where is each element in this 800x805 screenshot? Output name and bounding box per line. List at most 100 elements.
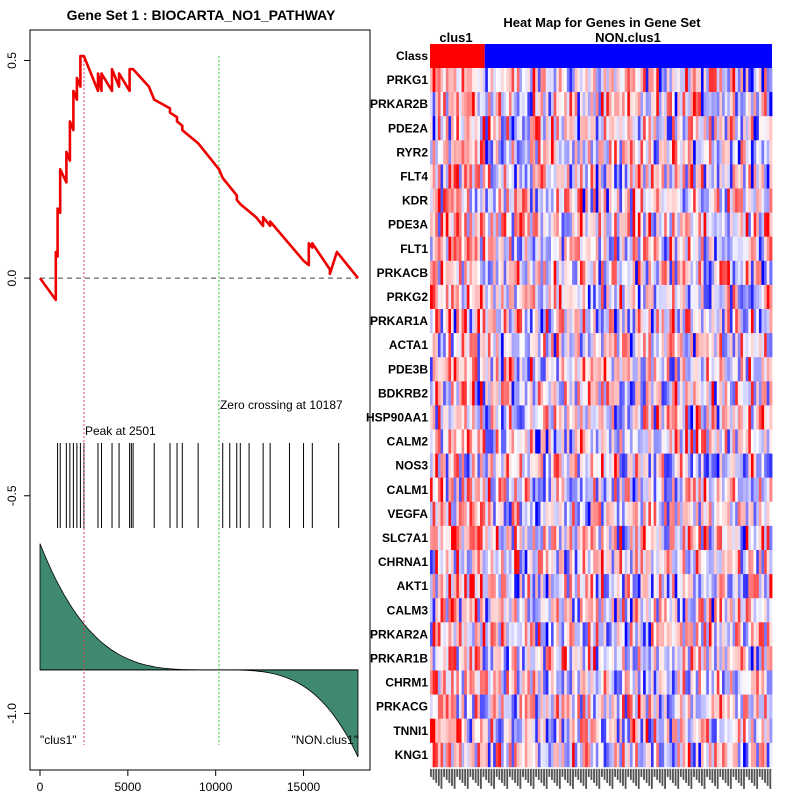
sample-label-mark bbox=[727, 768, 730, 786]
heatmap-cell bbox=[566, 212, 570, 237]
heatmap-cell bbox=[590, 68, 594, 93]
heatmap-cell bbox=[727, 501, 731, 527]
heatmap-cell bbox=[658, 453, 662, 478]
heatmap-cell bbox=[453, 453, 457, 478]
heatmap-cell bbox=[548, 670, 552, 695]
heatmap-cell bbox=[648, 140, 652, 165]
heatmap-cell bbox=[582, 164, 586, 189]
heatmap-cell bbox=[508, 140, 512, 165]
heatmap-cell bbox=[461, 622, 465, 647]
heatmap-cell bbox=[669, 236, 673, 262]
heatmap-cell bbox=[624, 68, 628, 93]
heatmap-cell bbox=[574, 212, 578, 237]
heatmap-cell bbox=[548, 405, 552, 430]
heatmap-cell bbox=[540, 333, 544, 358]
heatmap-cell bbox=[593, 622, 597, 647]
heatmap-cell bbox=[464, 598, 468, 623]
heatmap-cell bbox=[679, 501, 683, 527]
heatmap-cell bbox=[740, 116, 744, 141]
heatmap-cell bbox=[595, 92, 599, 117]
heatmap-cell bbox=[700, 333, 704, 358]
heatmap-cell bbox=[735, 670, 739, 695]
heatmap-cell bbox=[587, 164, 591, 189]
heatmap-cell bbox=[764, 357, 768, 382]
heatmap-cell bbox=[558, 742, 562, 768]
heatmap-cell bbox=[469, 429, 473, 454]
heatmap-cell bbox=[735, 260, 739, 286]
heatmap-cell bbox=[582, 333, 586, 358]
heatmap-cell bbox=[695, 188, 699, 213]
heatmap-cell bbox=[714, 550, 718, 575]
heatmap-cell bbox=[527, 550, 531, 575]
heatmap-cell bbox=[750, 550, 754, 575]
heatmap-cell bbox=[458, 477, 462, 503]
heatmap-cell bbox=[501, 501, 505, 527]
heatmap-cell bbox=[761, 574, 765, 599]
heatmap-cell bbox=[674, 381, 678, 406]
heatmap-cell bbox=[498, 429, 502, 454]
heatmap-cell bbox=[529, 453, 533, 478]
heatmap-cell bbox=[622, 357, 626, 382]
heatmap-cell bbox=[748, 694, 752, 719]
heatmap-cell bbox=[487, 309, 491, 334]
heatmap-cell bbox=[761, 357, 765, 382]
heatmap-cell bbox=[479, 116, 484, 141]
heatmap-cell bbox=[674, 260, 678, 286]
heatmap-cell bbox=[456, 501, 460, 527]
heatmap-cell bbox=[522, 694, 526, 719]
heatmap-cell bbox=[543, 694, 547, 719]
heatmap-cell bbox=[453, 116, 457, 141]
heatmap-cell bbox=[635, 670, 639, 695]
heatmap-cell bbox=[661, 718, 665, 744]
heatmap-cell bbox=[645, 453, 649, 478]
heatmap-cell bbox=[572, 501, 576, 527]
heatmap-cell bbox=[537, 333, 541, 358]
heatmap-cell bbox=[753, 92, 757, 117]
heatmap-cell bbox=[629, 212, 633, 237]
heatmap-cells bbox=[430, 68, 773, 768]
sample-label-mark bbox=[653, 768, 656, 777]
heatmap-cell bbox=[703, 381, 707, 406]
heatmap-cell bbox=[750, 429, 754, 454]
heatmap-cell bbox=[706, 68, 710, 93]
heatmap-cell bbox=[590, 453, 594, 478]
heatmap-cell bbox=[508, 574, 512, 599]
heatmap-cell bbox=[551, 550, 555, 575]
heatmap-cell bbox=[464, 429, 468, 454]
heatmap-cell bbox=[640, 116, 644, 141]
heatmap-cell bbox=[756, 525, 760, 551]
heatmap-row bbox=[430, 212, 773, 237]
heatmap-cell bbox=[693, 429, 697, 454]
heatmap-cell bbox=[585, 309, 589, 334]
sample-label-mark bbox=[748, 768, 751, 780]
heatmap-cell bbox=[716, 550, 720, 575]
heatmap-cell bbox=[627, 236, 631, 262]
heatmap-cell bbox=[472, 116, 476, 141]
heatmap-cell bbox=[669, 694, 673, 719]
heatmap-cell bbox=[564, 357, 568, 382]
heatmap-cell bbox=[498, 92, 502, 117]
heatmap-cell bbox=[666, 622, 670, 647]
heatmap-cell bbox=[493, 453, 497, 478]
heatmap-cell bbox=[561, 236, 565, 262]
heatmap-cell bbox=[748, 742, 752, 768]
heatmap-cell bbox=[756, 381, 760, 406]
heatmap-cell bbox=[669, 260, 673, 286]
heatmap-cell bbox=[506, 453, 510, 478]
heatmap-cell bbox=[479, 68, 484, 93]
heatmap-cell bbox=[482, 92, 486, 117]
heatmap-cell bbox=[769, 68, 773, 93]
heatmap-cell bbox=[729, 92, 733, 117]
heatmap-cell bbox=[532, 309, 536, 334]
heatmap-cell bbox=[603, 140, 607, 165]
heatmap-cell bbox=[732, 477, 736, 503]
heatmap-cell bbox=[608, 598, 612, 623]
heatmap-cell bbox=[608, 357, 612, 382]
heatmap-cell bbox=[629, 236, 633, 262]
heatmap-cell bbox=[479, 622, 484, 647]
heatmap-cell bbox=[687, 670, 691, 695]
heatmap-cell bbox=[737, 236, 741, 262]
heatmap-cell bbox=[737, 694, 741, 719]
heatmap-cell bbox=[761, 164, 765, 189]
heatmap-cell bbox=[622, 622, 626, 647]
